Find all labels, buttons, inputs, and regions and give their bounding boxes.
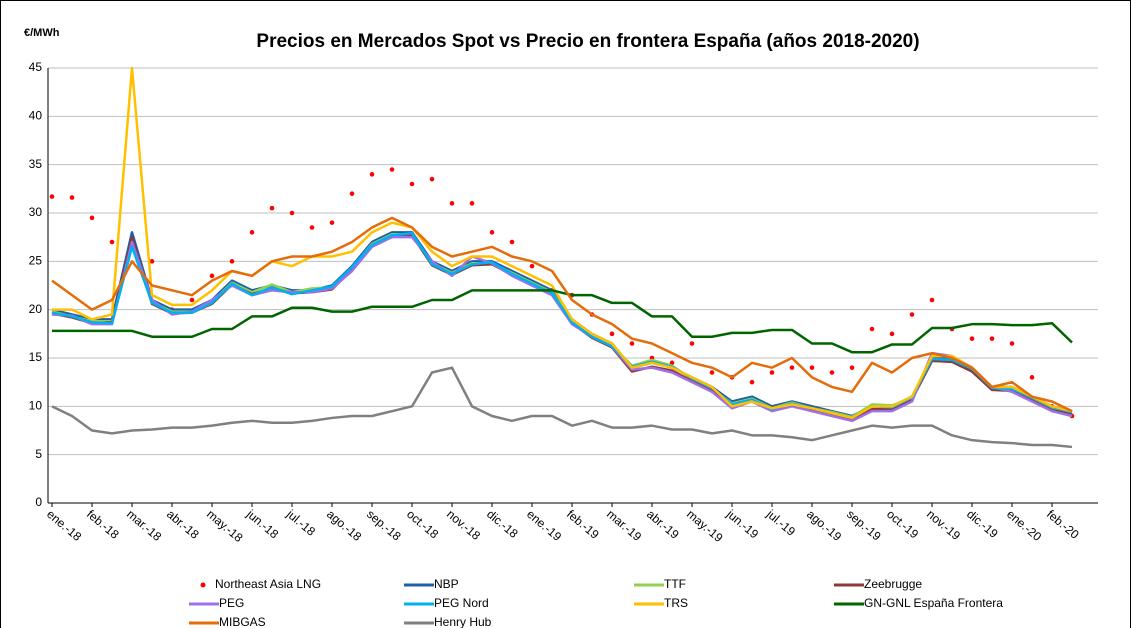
legend-label: TTF [664,577,686,591]
data-point [1029,375,1035,380]
data-point [789,365,795,370]
legend-label: Henry Hub [434,615,492,628]
data-point [49,194,55,199]
legend-label: PEG Nord [434,596,489,610]
y-tick-label: 30 [29,205,43,219]
data-point [329,220,335,225]
legend-label: Zeebrugge [864,577,922,591]
data-point [849,365,855,370]
legend-label: GN-GNL España Frontera [864,596,1003,610]
data-point [609,331,615,337]
data-point [269,205,275,211]
data-point [869,326,875,332]
data-point [509,239,515,245]
data-point [809,365,815,370]
data-point [929,297,935,303]
legend-label: TRS [664,596,688,610]
data-point [769,370,775,375]
data-point [909,312,915,317]
chart-title: Precios en Mercados Spot vs Precio en fr… [256,31,919,52]
data-point [669,360,675,366]
series-line [52,66,1073,420]
data-point [1009,341,1015,346]
data-point [989,336,995,341]
y-tick-label: 25 [29,254,43,268]
y-tick-label: 0 [35,495,42,509]
data-point [69,195,75,200]
data-point [429,176,435,182]
data-point [969,336,975,341]
data-point [749,379,755,385]
data-point [829,370,835,375]
data-point [489,230,495,235]
legend-label: PEG [219,596,244,610]
data-point [249,230,255,235]
data-point [469,201,475,206]
data-point [349,191,355,196]
data-point [229,259,235,264]
data-point [529,263,535,269]
y-tick-label: 45 [29,60,43,74]
data-point [709,370,715,375]
data-point [449,201,455,206]
data-point [189,297,195,303]
data-point [369,172,375,177]
data-point [389,167,395,172]
legend-label: MIBGAS [219,615,266,628]
legend-marker [200,582,206,588]
y-tick-label: 10 [29,399,43,413]
legend-label: NBP [434,577,459,591]
data-point [889,331,895,337]
legend-label: Northeast Asia LNG [215,577,321,591]
data-point [629,341,635,346]
series-line [51,366,1073,449]
y-tick-label: 5 [35,447,42,461]
series-line [52,289,1073,354]
y-tick-label: 40 [29,109,43,123]
series-line [51,216,1073,413]
data-point [89,215,95,221]
data-point [409,181,415,187]
data-point [309,225,315,230]
data-point [209,273,215,279]
y-tick-label: 20 [29,302,43,316]
y-tick-label: 35 [29,157,43,171]
y-tick-label: 15 [29,350,43,364]
y-axis-unit: €/MWh [24,27,60,39]
data-point [149,259,155,264]
data-point [289,210,295,216]
data-point [109,239,115,245]
data-point [689,341,695,346]
